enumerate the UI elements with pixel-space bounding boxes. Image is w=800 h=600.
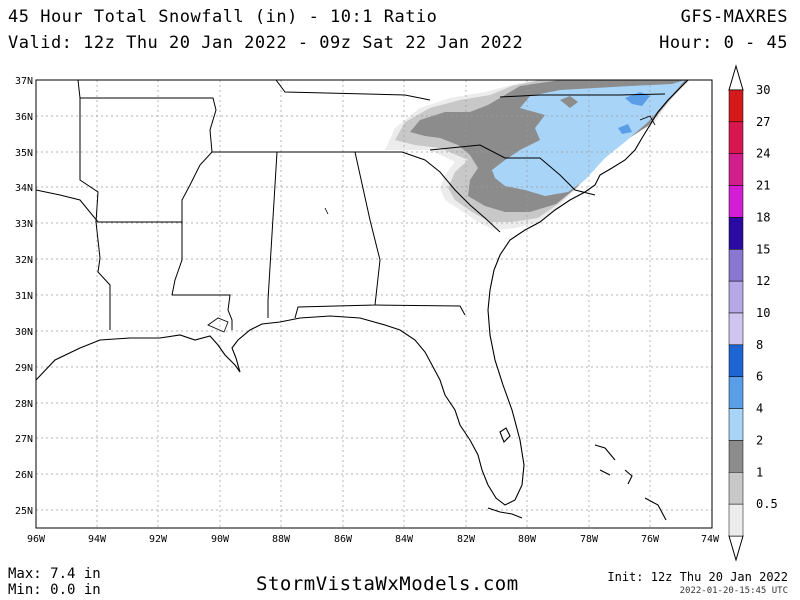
lat-label: 37N — [15, 76, 33, 87]
lat-label: 33N — [15, 219, 33, 230]
legend-label: 15 — [756, 242, 770, 256]
lat-label: 36N — [15, 112, 33, 123]
max-min-stats: Max: 7.4 in Min: 0.0 in — [8, 566, 101, 598]
inland-water — [207, 115, 656, 333]
coastline — [36, 80, 689, 521]
legend-swatch — [728, 344, 744, 377]
legend-label: 1 — [756, 465, 763, 479]
legend-label: 18 — [756, 210, 770, 224]
lon-label: 94W — [88, 534, 107, 545]
lon-label: 74W — [701, 534, 720, 545]
legend-label: 4 — [756, 402, 763, 416]
lat-label: 31N — [15, 291, 33, 302]
snow-4-area — [492, 80, 685, 196]
lon-label: 92W — [149, 534, 168, 545]
forecast-hours: Hour: 0 - 45 — [659, 33, 788, 53]
legend-swatch — [728, 472, 744, 505]
legend-swatch — [728, 440, 744, 473]
lon-label: 86W — [334, 534, 353, 545]
legend-top-arrow — [728, 64, 744, 91]
legend-label: 30 — [756, 83, 770, 97]
lat-label: 25N — [15, 506, 33, 517]
legend-swatch — [728, 217, 744, 250]
model-name: GFS-MAXRES — [680, 7, 788, 27]
lat-label: 32N — [15, 255, 33, 266]
latitude-labels: 37N 36N 35N 34N 33N 32N 31N 30N 29N 28N … — [15, 76, 33, 517]
legend-label: 21 — [756, 179, 770, 193]
snowfall-shading — [385, 80, 690, 230]
legend-swatch — [728, 503, 744, 537]
legend-swatch — [728, 376, 744, 409]
legend-swatch — [728, 249, 744, 282]
lon-label: 88W — [272, 534, 291, 545]
legend-label: 10 — [756, 306, 770, 320]
lat-label: 26N — [15, 470, 33, 481]
legend-label: 24 — [756, 147, 770, 161]
valid-time: Valid: 12z Thu 20 Jan 2022 - 09z Sat 22 … — [8, 33, 524, 53]
legend-label: 8 — [756, 338, 763, 352]
legend-label: 0.5 — [756, 497, 778, 511]
lon-label: 90W — [211, 534, 230, 545]
init-time: Init: 12z Thu 20 Jan 2022 — [607, 570, 788, 584]
site-name: StormVistaWxModels.com — [256, 573, 519, 595]
legend-swatch — [728, 121, 744, 154]
lon-label: 78W — [580, 534, 599, 545]
min-value: Min: 0.0 in — [8, 582, 101, 598]
legend-label: 12 — [756, 274, 770, 288]
lon-label: 76W — [641, 534, 660, 545]
lat-label: 35N — [15, 148, 33, 159]
legend-swatch — [728, 89, 744, 123]
map-title: 45 Hour Total Snowfall (in) - 10:1 Ratio — [8, 7, 438, 27]
legend-swatch — [728, 280, 744, 314]
legend-swatch — [728, 185, 744, 218]
max-value: Max: 7.4 in — [8, 566, 101, 582]
lat-label: 29N — [15, 363, 33, 374]
timestamp: 2022-01-20-15:45 UTC — [679, 586, 788, 596]
legend-label: 6 — [756, 370, 763, 384]
lat-label: 34N — [15, 183, 33, 194]
legend-swatch — [728, 408, 744, 441]
longitude-labels: 96W 94W 92W 90W 88W 86W 84W 82W 80W 78W … — [27, 534, 720, 545]
lon-label: 80W — [518, 534, 537, 545]
legend-swatch — [728, 153, 744, 186]
lat-label: 28N — [15, 399, 33, 410]
map-frame — [35, 79, 713, 529]
snow-6-area — [625, 92, 650, 106]
legend-label: 27 — [756, 115, 770, 129]
lon-label: 84W — [395, 534, 414, 545]
legend-label: 2 — [756, 433, 763, 447]
legend-swatch — [728, 312, 744, 346]
lon-label: 82W — [457, 534, 476, 545]
lon-label: 96W — [27, 534, 46, 545]
legend-bottom-arrow — [728, 535, 744, 562]
state-borders — [36, 80, 666, 330]
lat-label: 30N — [15, 327, 33, 338]
lat-label: 27N — [15, 434, 33, 445]
